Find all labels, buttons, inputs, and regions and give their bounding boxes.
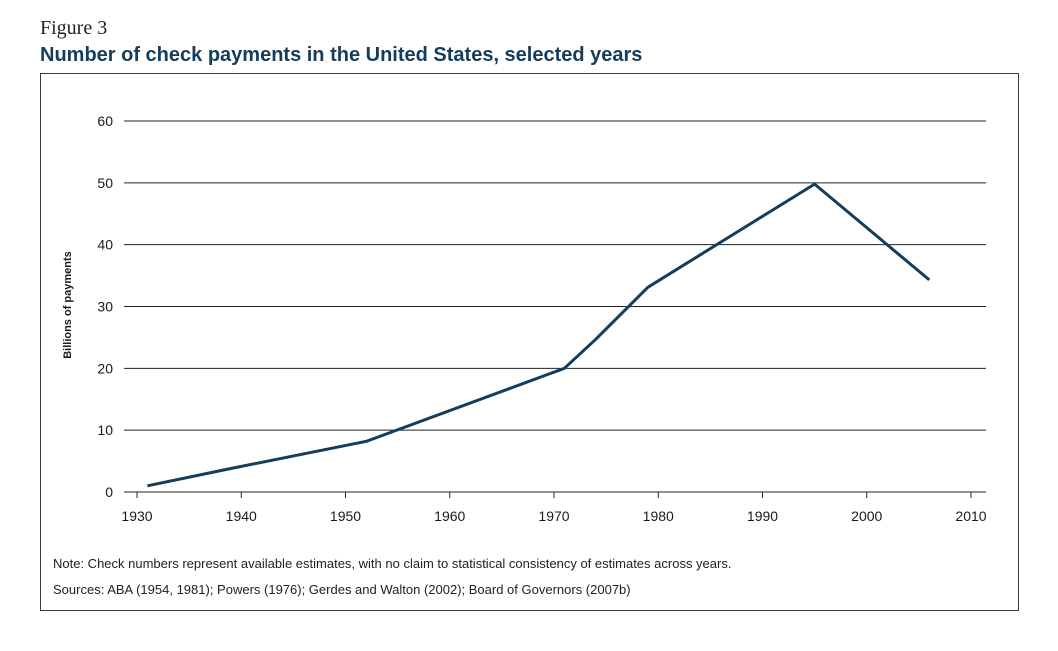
chart-sources: Sources: ABA (1954, 1981); Powers (1976)… xyxy=(53,582,631,597)
chart-note: Note: Check numbers represent available … xyxy=(53,556,732,571)
y-axis-label: Billions of payments xyxy=(62,251,74,359)
x-tick-labels: 1930 1940 1950 1960 1970 1980 1990 2000 2010 xyxy=(121,508,986,524)
x-tick-label: 1970 xyxy=(538,508,569,524)
y-tick-label: 40 xyxy=(97,237,113,253)
y-tick-label: 60 xyxy=(97,113,113,129)
x-tick-label: 1930 xyxy=(121,508,152,524)
x-tick-label: 1990 xyxy=(747,508,778,524)
figure-label: Figure 3 xyxy=(40,17,108,39)
x-tick-label: 1950 xyxy=(330,508,361,524)
data-series xyxy=(147,182,931,488)
y-tick-label: 50 xyxy=(97,175,113,191)
x-axis xyxy=(124,491,986,498)
y-tick-label: 10 xyxy=(97,422,113,438)
series-line xyxy=(147,182,931,488)
gridlines xyxy=(124,120,986,431)
y-tick-label: 30 xyxy=(97,299,113,315)
chart-title: Number of check payments in the United S… xyxy=(40,44,643,66)
chart-frame xyxy=(40,73,1019,611)
x-tick-label: 1980 xyxy=(643,508,674,524)
y-tick-label: 0 xyxy=(105,484,113,500)
y-axis: 0 10 20 30 40 50 60 xyxy=(97,113,113,500)
y-tick-label: 20 xyxy=(97,360,113,376)
x-tick-label: 1940 xyxy=(226,508,257,524)
x-tick-label: 2010 xyxy=(955,508,986,524)
x-tick-label: 1960 xyxy=(434,508,465,524)
x-tick-label: 2000 xyxy=(851,508,882,524)
